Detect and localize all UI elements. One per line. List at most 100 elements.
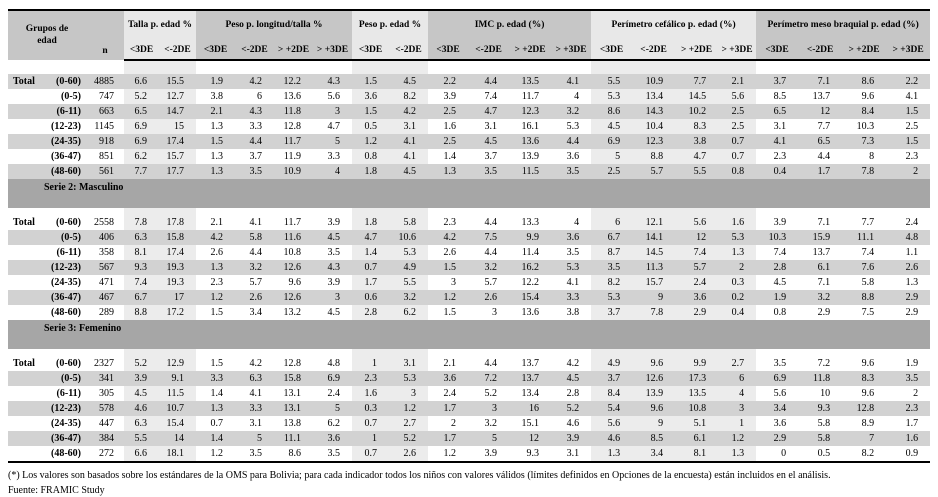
value-cell: 15.4: [509, 290, 552, 305]
value-cell: 2.5: [428, 134, 469, 149]
value-cell: 3.1: [484, 121, 498, 132]
footnote-line: (*) Los valores son basados sobre los es…: [8, 470, 831, 481]
value-cell: 6.2: [389, 305, 429, 320]
de-threshold-header: <-2DE: [798, 39, 843, 61]
de-threshold-header: > +2DE: [842, 39, 887, 61]
spacer-cell: [313, 208, 352, 215]
value-cell: 4.7: [468, 104, 510, 119]
value-cell: 5.3: [389, 371, 429, 386]
value-cell: 2.4: [905, 217, 919, 228]
value-cell: 5.3: [591, 290, 633, 305]
value-cell: 17.3: [675, 371, 719, 386]
value-cell: 12.2: [274, 74, 313, 89]
value-cell: 3.7: [591, 371, 633, 386]
spacer-cell: [675, 208, 719, 215]
spacer-cell: [274, 208, 313, 215]
table-row: (12-23) 1145 6.9 15 1.3 3.3 12.8 4.7 0.5 3.1 1.6 3.…: [8, 119, 930, 134]
value-cell: 2.2: [428, 74, 469, 89]
age-group-cell: (0-5): [38, 230, 86, 245]
value-cell: 6.1: [675, 431, 719, 446]
value-cell: 12: [798, 104, 843, 119]
value-cell: 3.4: [249, 307, 263, 318]
value-cell: 3.4: [756, 401, 799, 416]
value-cell: 2.6: [886, 260, 931, 275]
value-cell: 14.1: [632, 230, 676, 245]
value-cell: 2.1: [210, 217, 224, 228]
value-cell: 10.9: [632, 74, 676, 89]
total-label-cell: [8, 446, 38, 462]
value-cell: 1.3: [196, 401, 235, 416]
value-cell: 2.6: [468, 290, 510, 305]
spacer-cell: [886, 349, 930, 356]
table-row: (36-47) 467 6.7 17 1.2 2.6 12.6 3 0.6 3.2 1.2 2.6 15…: [8, 290, 931, 305]
value-cell: 1.7: [905, 418, 919, 429]
spacer-row: [8, 60, 930, 74]
value-cell: 5.2: [124, 89, 159, 104]
value-cell: 1.2: [428, 290, 469, 305]
value-cell: 6: [257, 91, 262, 102]
spacer-cell: [428, 208, 468, 215]
value-cell: 9.3: [526, 448, 540, 459]
spacer-cell: [591, 60, 633, 74]
value-cell: 13.9: [521, 151, 540, 162]
value-cell: 5.8: [235, 230, 274, 245]
value-cell: 9: [632, 290, 676, 305]
de-threshold-header: > +3DE: [313, 39, 352, 61]
value-cell: 0.4: [718, 305, 757, 320]
age-group-cell: (24-35): [51, 277, 81, 288]
indicator-group-header: Perímetro meso braquial p. edad (%): [756, 10, 931, 39]
total-label-cell: [8, 371, 38, 386]
value-cell: 5.6: [718, 89, 757, 104]
n-cell: 1145: [94, 121, 114, 132]
value-cell: 3.5: [327, 247, 341, 258]
value-cell: 1.7: [428, 431, 469, 446]
value-cell: 9.6: [632, 401, 676, 416]
value-cell: 1.3: [718, 446, 757, 462]
value-cell: 5.6: [675, 215, 719, 230]
spacer-cell: [509, 208, 551, 215]
value-cell: 2.5: [905, 121, 919, 132]
n-cell: 289: [99, 307, 114, 318]
de-threshold-header: <-2DE: [468, 39, 510, 61]
value-cell: 13.4: [521, 388, 540, 399]
value-cell: 9.6: [861, 358, 875, 369]
value-cell: 5.6: [591, 416, 633, 431]
value-cell: 13.7: [812, 91, 831, 102]
spacer-cell: [509, 349, 551, 356]
value-cell: 2.6: [210, 247, 224, 258]
value-cell: 17.8: [159, 215, 196, 230]
section-band-row: Serie 2: Masculino: [8, 179, 931, 208]
value-cell: 4.8: [886, 230, 931, 245]
header-group-row: Grupos de edad n Talla p. edad % Peso p. lo…: [8, 10, 931, 60]
spacer-cell: [38, 60, 86, 74]
value-cell: 5.2: [484, 388, 498, 399]
value-cell: 3: [492, 307, 498, 318]
table-row: (36-47) 851 6.2 15.7 1.3 3.7 11.9 3.3 0.8 4.1 1.4 3…: [8, 149, 930, 164]
value-cell: 16.1: [521, 121, 540, 132]
value-cell: 3.1: [566, 448, 580, 459]
value-cell: 1.2: [352, 134, 389, 149]
value-cell: 5.7: [249, 277, 263, 288]
value-cell: 14.3: [632, 104, 676, 119]
value-cell: 1: [352, 431, 389, 446]
value-cell: 3: [718, 401, 757, 416]
value-cell: 9.3: [124, 260, 159, 275]
value-cell: 7.5: [861, 307, 875, 318]
indicator-group-header: Perímetro cefálico p. edad (%): [591, 10, 757, 39]
n-cell: 747: [99, 91, 114, 102]
value-cell: 1.9: [905, 358, 919, 369]
value-cell: 1.1: [905, 247, 919, 258]
table-header: Grupos de edad n Talla p. edad % Peso p. lo…: [8, 10, 931, 61]
age-group-cell: (12-23): [38, 401, 86, 416]
spacer-cell: [551, 349, 591, 356]
value-cell: 5.5: [389, 275, 429, 290]
table-row: Total (0-60) 2558 7.8 17.8 2.1 4.1 11.7 3.9 1.8 5.…: [8, 215, 930, 230]
value-cell: 4.4: [249, 247, 263, 258]
value-cell: 1.3: [905, 277, 919, 288]
value-cell: 5.3: [389, 245, 429, 260]
value-cell: 1.3: [718, 245, 757, 260]
value-cell: 3.9: [551, 431, 592, 446]
spacer-cell: [352, 208, 389, 215]
spacer-cell: [468, 208, 509, 215]
value-cell: 2.5: [718, 104, 757, 119]
